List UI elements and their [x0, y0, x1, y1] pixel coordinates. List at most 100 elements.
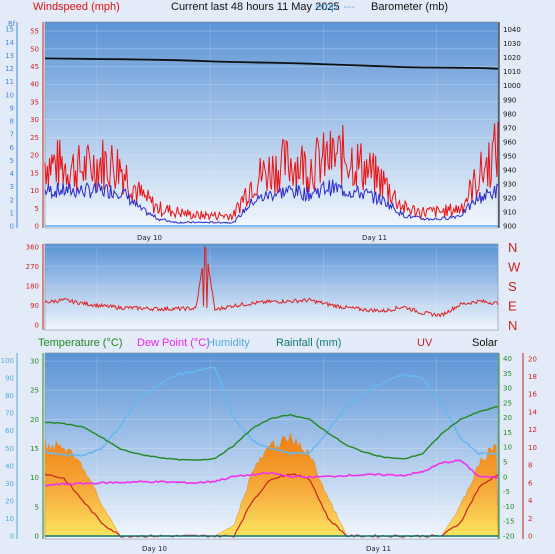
windspeed-tick-0: 0: [35, 223, 39, 231]
temperature-tick-2: 10: [30, 474, 39, 482]
uv-tick-5: 10: [528, 444, 537, 452]
barometer-tick-14: 1040: [503, 26, 521, 34]
temperature-axis-ticks: 0 5 10 15 20 25 30: [30, 358, 39, 541]
temperature-right-tick-8: 20: [503, 414, 512, 422]
beaufort-tick-6: 6: [10, 144, 15, 152]
gust-series-line: [44, 121, 499, 222]
direction-grid: [45, 246, 498, 326]
uv-tick-8: 16: [528, 391, 537, 399]
temperature-right-tick-9: 25: [503, 399, 512, 407]
humidity-tick-6: 60: [5, 427, 14, 435]
barometer-tick-10: 1000: [503, 82, 521, 90]
barometer-tick-2: 920: [503, 194, 516, 202]
beaufort-tick-5: 5: [10, 157, 14, 165]
temperature-c-series-line: [44, 405, 499, 461]
windspeed-axis-ticks: 0 5 10 15 20 25 30 35 40 45 50 55: [30, 28, 39, 231]
uv-label: UV: [417, 337, 433, 349]
barometer-tick-11: 1010: [503, 68, 521, 76]
barometer-tick-0: 900: [503, 223, 516, 231]
humidity-tick-10: 100: [1, 357, 14, 365]
temperature-right-tick-3: -5: [503, 488, 510, 496]
windspeed-tick-11: 55: [30, 28, 39, 36]
beaufort-tick-9: 9: [10, 104, 14, 112]
uv-tick-7: 14: [528, 408, 537, 416]
beaufort-tick-4: 4: [10, 170, 15, 178]
humidity-tick-7: 70: [5, 410, 14, 418]
beaufort-tick-10: 10: [5, 91, 14, 99]
barometer-tick-8: 980: [503, 110, 516, 118]
humidity-label: Humidity: [207, 337, 250, 349]
humidity-series-line: [44, 366, 499, 458]
temperature-tick-4: 20: [30, 416, 39, 424]
rainfall-label: Rainfall (mm): [276, 337, 341, 349]
compass-label-3: E: [508, 299, 517, 314]
barometer-tick-5: 950: [503, 152, 516, 160]
temperature-tick-5: 25: [30, 387, 39, 395]
barometer-tick-4: 940: [503, 166, 516, 174]
direction-tick-4: 360: [26, 244, 39, 252]
barometer-series-line: [44, 57, 499, 70]
temperature-right-tick-5: 5: [503, 459, 507, 467]
dew-point-c-series-line: [44, 459, 499, 487]
beaufort-tick-12: 12: [5, 65, 14, 73]
uv-tick-2: 4: [528, 497, 533, 505]
temperature-right-tick-6: 10: [503, 444, 512, 452]
uv-tick-10: 20: [528, 355, 537, 363]
beaufort-tick-8: 8: [10, 118, 14, 126]
temperature-right-tick-12: 40: [503, 355, 512, 363]
compass-label-2: S: [508, 279, 517, 294]
windspeed-tick-5: 25: [30, 134, 39, 142]
windspeed-tick-4: 20: [30, 152, 39, 160]
temperature-tick-0: 0: [35, 533, 39, 541]
windspeed-tick-2: 10: [30, 187, 39, 195]
barometer-tick-1: 910: [503, 208, 516, 216]
temperature-right-tick-10: 30: [503, 385, 512, 393]
beaufort-tick-7: 7: [10, 131, 14, 139]
humidity-tick-2: 20: [5, 497, 14, 505]
humidity-tick-1: 10: [5, 515, 14, 523]
humidity-tick-9: 90: [5, 375, 14, 383]
temperature-right-axis-ticks: -20 -15 -10 -5 0 5 10 15 20 25 30 35 40: [503, 355, 514, 541]
compass-label-1: W: [508, 260, 521, 275]
direction-tick-3: 270: [26, 263, 39, 271]
direction-tick-1: 90: [30, 302, 39, 310]
temperature-tick-1: 5: [35, 503, 39, 511]
windspeed-tick-7: 35: [30, 98, 39, 106]
beaufort-tick-1: 1: [10, 209, 14, 217]
temperature-tick-6: 30: [30, 358, 39, 366]
barometer-tick-7: 970: [503, 124, 516, 132]
beaufort-tick-2: 2: [10, 196, 14, 204]
wind-day-label-1: Day 10: [137, 234, 162, 242]
uv-axis-ticks: 0 2 4 6 8 10 12 14 16 18 20: [528, 355, 537, 540]
temperature-right-tick-1: -15: [503, 518, 514, 526]
uv-tick-0: 0: [528, 533, 532, 541]
direction-series: [44, 245, 499, 318]
temperature-tick-3: 15: [30, 445, 39, 453]
temperature-right-tick-7: 15: [503, 429, 512, 437]
humidity-tick-8: 80: [5, 392, 14, 400]
direction-series-line: [44, 245, 499, 318]
windspeed-tick-8: 40: [30, 81, 39, 89]
windspeed-tick-6: 30: [30, 116, 39, 124]
bf-label: Bf: [8, 20, 16, 28]
beaufort-tick-11: 11: [5, 78, 14, 86]
barometer-tick-3: 930: [503, 180, 516, 188]
direction-tick-2: 180: [26, 283, 39, 291]
direction-panel-bg: [44, 243, 499, 331]
windspeed-tick-1: 5: [35, 205, 39, 213]
barometer-axis-ticks: 900 910 920 930 940 950 960 970 980 990 1000 1010 10…: [503, 26, 521, 230]
wind-day-label-2: Day 11: [362, 234, 387, 242]
windspeed-tick-10: 50: [30, 45, 39, 53]
uv-tick-3: 6: [528, 479, 533, 487]
beaufort-tick-14: 14: [5, 39, 14, 47]
humidity-tick-3: 30: [5, 480, 14, 488]
beaufort-tick-0: 0: [10, 223, 14, 231]
direction-tick-0: 0: [35, 322, 39, 330]
humidity-tick-0: 0: [10, 533, 14, 541]
temperature-right-tick-2: -10: [503, 503, 514, 511]
compass-label-0: N: [508, 240, 517, 255]
overlap-label: emp. ---: [316, 1, 355, 13]
wind-grid: [45, 24, 498, 227]
